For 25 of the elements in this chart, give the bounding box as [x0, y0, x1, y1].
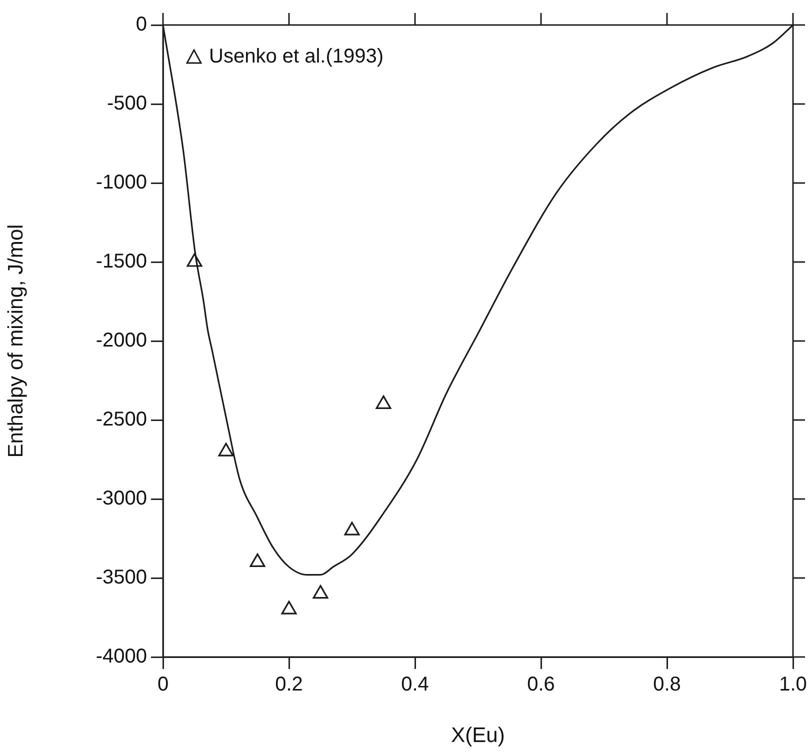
point [281, 600, 297, 614]
x-axis-title: X(Eu) [451, 724, 505, 748]
y-tick-label: 0 [136, 14, 147, 36]
x-tick-label: 0.4 [401, 674, 429, 696]
point [218, 442, 234, 456]
x-tick-label: 0.8 [653, 674, 681, 696]
y-tick-label: -3500 [96, 566, 147, 589]
point [344, 522, 360, 536]
x-tick-label: 1.0 [779, 674, 807, 696]
y-tick-label: -1000 [96, 172, 147, 194]
x-tick-label: 0 [157, 674, 169, 696]
point [250, 553, 266, 567]
y-tick-label: -4000 [96, 646, 147, 668]
y-tick-label: -1500 [96, 250, 147, 273]
point [376, 395, 392, 409]
y-tick-label: -3000 [96, 488, 147, 510]
y-tick-label: -500 [106, 92, 147, 115]
x-tick-label: 0.6 [527, 674, 555, 696]
y-axis-title: Enthalpy of mixing, J/mol [4, 224, 28, 458]
point [186, 253, 202, 267]
y-tick-label: -2500 [96, 408, 147, 431]
x-tick-label: 0.2 [275, 674, 303, 696]
legend-label: Usenko et al.(1993) [209, 46, 384, 68]
y-tick-label: -2000 [96, 330, 147, 352]
point [312, 585, 328, 599]
